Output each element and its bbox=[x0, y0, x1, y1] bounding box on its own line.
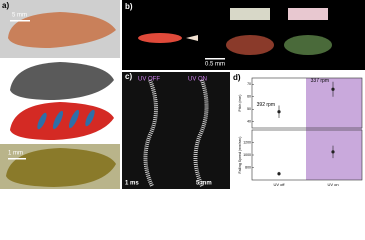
render bbox=[230, 8, 270, 20]
annotation: 392 rpm bbox=[257, 102, 275, 108]
panel-a: 5 mm a) 1 mm bbox=[0, 0, 120, 189]
arrow bbox=[186, 35, 198, 41]
y-tick-label: 1000 bbox=[243, 153, 251, 157]
x-tick-label: UV on bbox=[327, 182, 338, 187]
y-tick-label: 50 bbox=[247, 107, 251, 111]
point bbox=[277, 172, 281, 176]
seed-photo bbox=[8, 12, 116, 48]
point bbox=[277, 110, 281, 114]
point bbox=[331, 87, 335, 91]
y-tick-label: 1200 bbox=[243, 140, 251, 144]
trajectory bbox=[143, 79, 158, 187]
scale-bar bbox=[10, 20, 30, 22]
seed-image bbox=[138, 33, 182, 43]
y-tick-label: 800 bbox=[245, 165, 251, 169]
scale-bar bbox=[8, 158, 26, 160]
seed-section bbox=[6, 148, 116, 187]
render bbox=[284, 35, 332, 55]
render bbox=[226, 35, 274, 55]
caption: UV ON bbox=[188, 77, 207, 83]
stripes bbox=[37, 109, 95, 130]
annotation: 337 rpm bbox=[311, 78, 329, 84]
scale-bar bbox=[205, 58, 225, 60]
caption: UV OFF bbox=[138, 77, 160, 83]
scale-label: 5 mm bbox=[196, 181, 212, 187]
uv-on-shade bbox=[306, 78, 362, 180]
scale-label: 1 mm bbox=[8, 151, 23, 157]
scale-label: 1 ms bbox=[125, 181, 139, 187]
panel-label: c) bbox=[125, 72, 132, 81]
seed-model-red bbox=[10, 102, 114, 140]
point bbox=[331, 150, 335, 154]
panel-bg bbox=[122, 72, 230, 189]
render bbox=[288, 8, 328, 20]
panel-c: UV OFF UV ON 1 ms 5 mm c) bbox=[122, 72, 230, 189]
y-axis-label: Falling Speed (mm/sec) bbox=[238, 137, 242, 174]
scale-label: 5 mm bbox=[12, 13, 27, 19]
trajectory bbox=[193, 79, 209, 187]
y-tick-label: 70 bbox=[247, 82, 251, 86]
plot-frame bbox=[251, 77, 363, 129]
figure: 5 mm a) 1 mm 0.5 mm b) UV OFF UV ON bbox=[0, 0, 365, 189]
y-tick-label: 40 bbox=[247, 120, 251, 124]
panel-label: a) bbox=[2, 1, 9, 10]
y-axis-label: Pitch (mm) bbox=[238, 95, 242, 112]
seed-model bbox=[10, 62, 114, 100]
scale-label: 0.5 mm bbox=[205, 62, 225, 68]
x-tick-label: UV off bbox=[273, 182, 285, 187]
panel-d: d) 40 50 60 70 Pitch (mm) 392 rpm 337 rpm 800 10… bbox=[233, 73, 363, 187]
panel-label: b) bbox=[125, 2, 133, 11]
panel-label: d) bbox=[233, 73, 241, 82]
y-tick-label: 60 bbox=[247, 95, 251, 99]
panel-b: 0.5 mm b) bbox=[122, 0, 365, 70]
